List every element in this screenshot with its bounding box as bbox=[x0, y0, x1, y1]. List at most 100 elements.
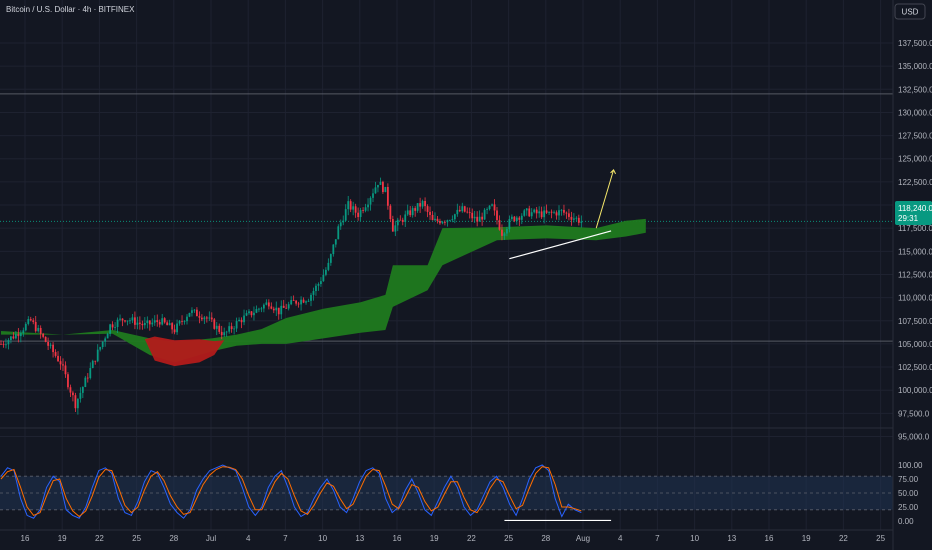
candle-body bbox=[101, 341, 104, 348]
candle-body bbox=[518, 217, 521, 220]
candle-body bbox=[446, 220, 449, 223]
candle-body bbox=[126, 320, 129, 322]
candle-body bbox=[163, 318, 166, 323]
time-tick-label: 16 bbox=[21, 534, 30, 543]
currency-button[interactable]: USD bbox=[894, 3, 926, 20]
candle-body bbox=[59, 361, 62, 365]
time-tick-label: 10 bbox=[318, 534, 327, 543]
price-tick-label: 97,500.0 bbox=[898, 409, 930, 418]
arrow-head bbox=[610, 169, 617, 175]
candle-body bbox=[138, 322, 141, 324]
candle-body bbox=[305, 301, 307, 303]
oscillator-tick-label: 25.00 bbox=[898, 503, 919, 512]
candle-body bbox=[344, 209, 347, 221]
candle-body bbox=[448, 220, 451, 221]
candle-body bbox=[243, 315, 245, 323]
candle-body bbox=[134, 317, 136, 325]
price-tick-label: 95,000.0 bbox=[898, 433, 930, 442]
candle-body bbox=[515, 217, 518, 221]
candle-body bbox=[575, 217, 578, 219]
candle-body bbox=[52, 344, 54, 353]
candle-body bbox=[431, 214, 434, 221]
candle-body bbox=[535, 209, 538, 214]
candle-body bbox=[29, 319, 32, 321]
candle-body bbox=[151, 322, 154, 325]
candle-body bbox=[186, 316, 188, 322]
time-tick-label: 13 bbox=[355, 534, 364, 543]
candle-body bbox=[577, 217, 580, 223]
time-tick-label: 16 bbox=[765, 534, 774, 543]
candle-body bbox=[253, 312, 255, 316]
candle-body bbox=[262, 304, 265, 309]
candle-body bbox=[193, 309, 196, 311]
candle-body bbox=[478, 216, 481, 222]
candle-body bbox=[17, 334, 20, 337]
candle-body bbox=[411, 208, 414, 216]
candle-body bbox=[37, 327, 40, 332]
candle-body bbox=[441, 221, 444, 224]
cloud-bullish bbox=[1, 218, 646, 363]
candle-body bbox=[312, 291, 315, 295]
candle-body bbox=[396, 219, 399, 226]
time-tick-label: 25 bbox=[132, 534, 141, 543]
candle-body bbox=[124, 320, 126, 322]
candle-body bbox=[560, 209, 563, 211]
candle-body bbox=[228, 326, 231, 332]
candle-body bbox=[54, 352, 57, 356]
candle-body bbox=[463, 206, 466, 212]
candle-body bbox=[339, 222, 342, 227]
time-tick-label: 16 bbox=[393, 534, 402, 543]
candle-body bbox=[558, 210, 560, 216]
time-tick-label: 19 bbox=[802, 534, 811, 543]
candle-body bbox=[473, 216, 476, 219]
candle-body bbox=[91, 360, 94, 369]
candle-body bbox=[0, 343, 2, 345]
candle-body bbox=[488, 205, 491, 210]
candle-body bbox=[322, 274, 325, 282]
candle-body bbox=[215, 325, 218, 329]
candle-body bbox=[34, 321, 37, 332]
candle-body bbox=[394, 225, 397, 232]
candle-body bbox=[275, 307, 278, 311]
candle-body bbox=[374, 187, 377, 194]
time-tick-label: 28 bbox=[541, 534, 550, 543]
candle-body bbox=[7, 340, 10, 345]
candle-body bbox=[362, 210, 364, 211]
candle-body bbox=[379, 181, 382, 185]
candle-body bbox=[568, 213, 570, 217]
candle-body bbox=[503, 233, 506, 236]
candle-body bbox=[176, 323, 178, 333]
bar-countdown: 29:31 bbox=[898, 214, 919, 223]
candle-body bbox=[173, 329, 176, 333]
candle-body bbox=[32, 320, 35, 322]
candle-body bbox=[302, 299, 305, 303]
last-price-badge: 118,240.0 29:31 bbox=[895, 201, 932, 225]
candle-body bbox=[158, 322, 161, 325]
candle-body bbox=[72, 392, 74, 396]
candle-body bbox=[332, 244, 335, 255]
candle-body bbox=[334, 239, 337, 245]
price-tick-label: 130,000.0 bbox=[898, 108, 932, 117]
candle-body bbox=[282, 305, 285, 308]
price-tick-label: 137,500.0 bbox=[898, 39, 932, 48]
candle-body bbox=[543, 210, 546, 218]
candle-body bbox=[461, 206, 464, 212]
candle-body bbox=[510, 216, 513, 220]
candle-body bbox=[324, 269, 327, 275]
oscillator-axis[interactable]: 0.00 25.00 50.00 75.00 100.00 bbox=[898, 461, 923, 526]
candle-body bbox=[104, 338, 107, 342]
time-axis[interactable]: 16 19 22 25 28 Jul 4 7 10 13 16 19 22 25 28 Aug 4 7 10 13 16… bbox=[0, 529, 893, 543]
candle-body bbox=[245, 313, 248, 316]
candle-body bbox=[12, 336, 15, 339]
candle-body bbox=[285, 307, 288, 309]
candle-body bbox=[96, 349, 99, 362]
price-tick-label: 102,500.0 bbox=[898, 363, 932, 372]
time-tick-label: 19 bbox=[58, 534, 67, 543]
candle-body bbox=[377, 184, 379, 188]
candle-body bbox=[280, 305, 283, 315]
chart-title: Bitcoin / U.S. Dollar · 4h · BITFINEX bbox=[6, 5, 135, 14]
candle-body bbox=[523, 210, 526, 216]
candle-body bbox=[205, 317, 208, 319]
candle-body bbox=[238, 319, 240, 322]
